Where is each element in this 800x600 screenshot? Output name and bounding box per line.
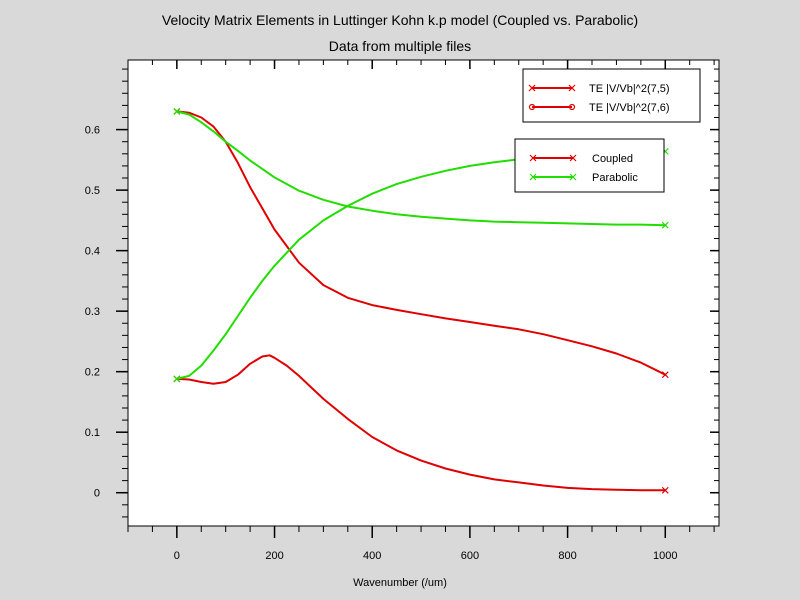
x-tick-label: 800 [558, 550, 576, 562]
legend-top-box [522, 68, 701, 123]
y-tick-label: 0.3 [85, 306, 100, 318]
x-tick-label: 1000 [653, 550, 677, 562]
legend-bottom: Coupled Parabolic [514, 138, 665, 193]
series-endpoint-marker [661, 371, 669, 379]
legend-marker-x [568, 84, 576, 92]
x-axis: 0 200 400 600 800 1000 [127, 60, 715, 562]
legend-marker-circle [528, 103, 536, 111]
legend-marker-x [569, 173, 577, 181]
legend-top: TE |V/Vb|^2(7,5) TE |V/Vb|^2(7,6) [522, 68, 701, 123]
legend-marker-circle [568, 103, 576, 111]
legend-bottom-label: Parabolic [592, 172, 638, 184]
series-endpoint-marker [173, 108, 181, 115]
x-tick-label: 200 [265, 550, 283, 562]
series-endpoint-marker [173, 375, 181, 383]
series-layer [173, 108, 669, 494]
x-tick-label: 400 [363, 550, 381, 562]
x-tick-label: 0 [174, 550, 180, 562]
y-axis: 0 0.1 0.2 0.3 0.4 0.5 0.6 [85, 68, 719, 518]
x-axis-label: Wavenumber (/um) [353, 577, 447, 589]
y-tick-label: 0.5 [85, 185, 100, 197]
chart-title: Velocity Matrix Elements in Luttinger Ko… [161, 12, 639, 28]
legend-bottom-box [514, 138, 665, 193]
y-tick-label: 0.1 [85, 427, 100, 439]
legend-marker-x [529, 154, 537, 162]
legend-bottom-label: Coupled [592, 153, 633, 165]
y-tick-label: 0.2 [85, 367, 100, 379]
series-endpoint-marker [661, 486, 669, 494]
legend-marker-x [528, 84, 536, 92]
series-line-coupled-7-6 [175, 354, 667, 492]
series-line-parabolic-7-5 [175, 110, 667, 227]
y-tick-label: 0.4 [85, 246, 100, 258]
y-tick-label: 0 [94, 488, 100, 500]
series-endpoint-marker [661, 221, 669, 229]
legend-top-label: TE |V/Vb|^2(7,5) [589, 83, 670, 95]
x-tick-label: 600 [461, 550, 479, 562]
legend-marker-x [569, 154, 577, 162]
legend-top-label: TE |V/Vb|^2(7,6) [589, 102, 670, 114]
plot-area [127, 59, 720, 527]
chart-subtitle: Data from multiple files [328, 38, 472, 54]
legend-marker-x [529, 173, 537, 181]
y-tick-label: 0.6 [85, 125, 100, 137]
